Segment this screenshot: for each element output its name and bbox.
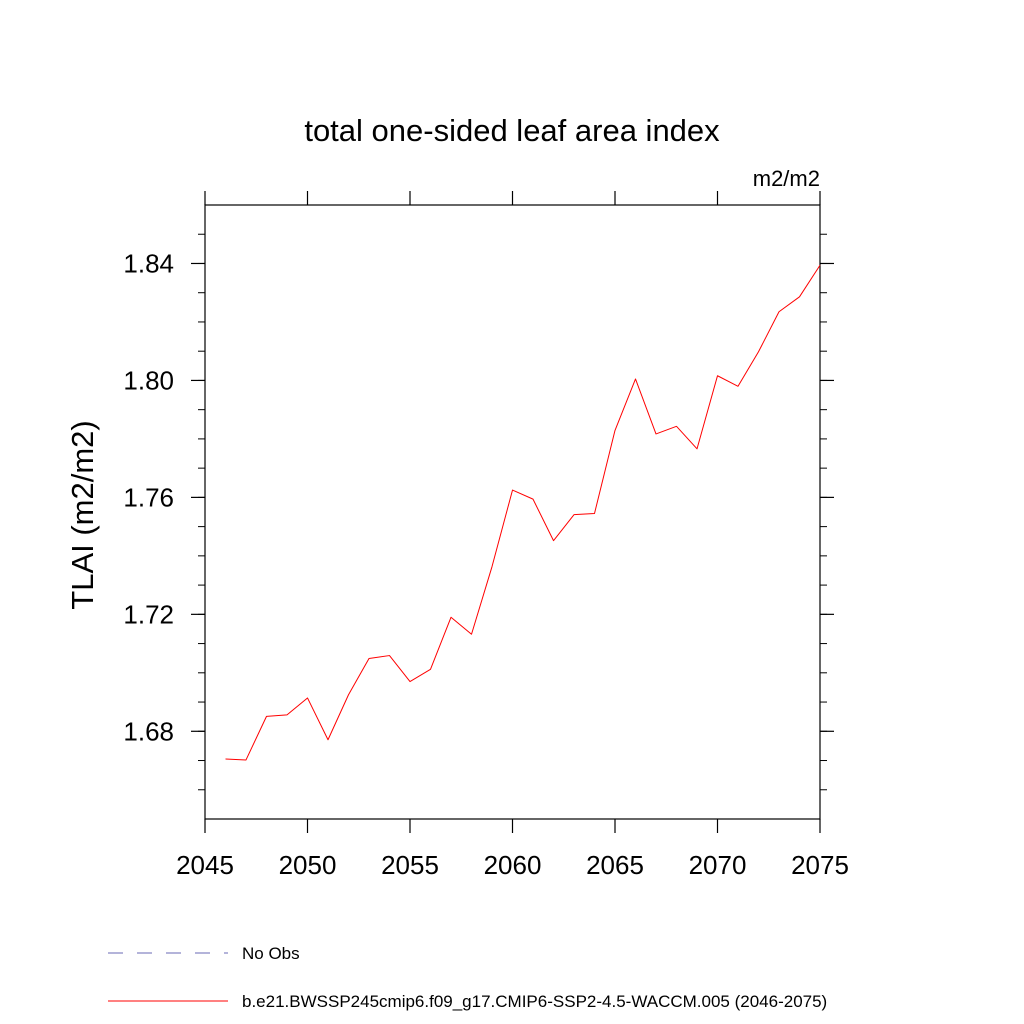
legend-label-no-obs: No Obs [242,944,300,963]
units-label: m2/m2 [753,166,820,191]
chart-title: total one-sided leaf area index [304,113,720,148]
x-tick-label: 2050 [279,850,337,880]
legend-label-model-run: b.e21.BWSSP245cmip6.f09_g17.CMIP6-SSP2-4… [242,992,827,1011]
plot-frame [204,204,821,820]
y-tick-label: 1.68 [123,716,174,746]
x-tick-label: 2075 [791,850,849,880]
y-axis-label: TLAI (m2/m2) [65,420,100,609]
y-tick-label: 1.80 [123,365,174,395]
legend: No Obs b.e21.BWSSP245cmip6.f09_g17.CMIP6… [108,944,827,1011]
series-line [225,264,821,761]
y-tick-label: 1.84 [123,248,174,278]
x-tick-label: 2045 [176,850,234,880]
x-tick-labels: 2045 2050 2055 2060 2065 2070 2075 [176,850,849,880]
x-tick-label: 2060 [484,850,542,880]
x-tick-label: 2055 [381,850,439,880]
axis-ticks [191,191,834,833]
y-tick-label: 1.76 [123,482,174,512]
series-layer [225,264,821,761]
x-tick-label: 2065 [586,850,644,880]
y-tick-labels: 1.68 1.72 1.76 1.80 1.84 [123,248,174,746]
y-tick-label: 1.72 [123,599,174,629]
x-tick-label: 2070 [689,850,747,880]
